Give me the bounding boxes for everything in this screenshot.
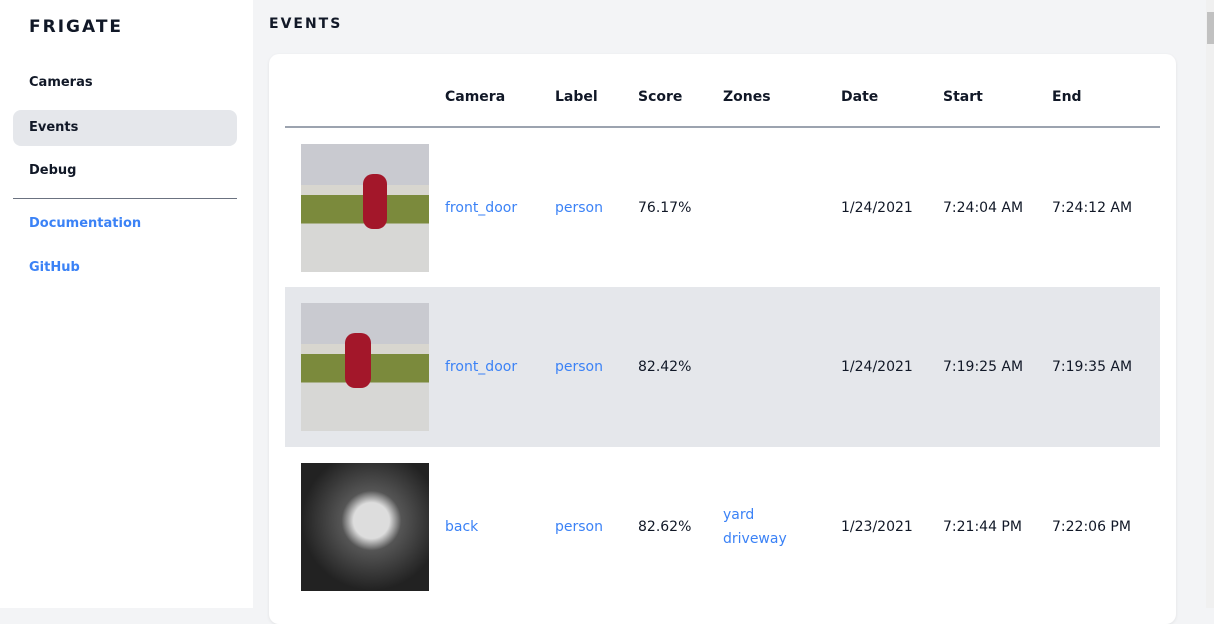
col-thumbnail (285, 54, 445, 128)
col-zones: Zones (723, 54, 841, 128)
event-thumbnail[interactable] (301, 143, 429, 272)
col-label: Label (555, 54, 638, 128)
logo: FRIGATE (29, 17, 124, 37)
zone-link[interactable]: yard (723, 507, 755, 523)
sidebar-item-cameras[interactable]: Cameras (29, 75, 93, 90)
end-time: 7:19:35 AM (1052, 287, 1160, 447)
documentation-link[interactable]: Documentation (29, 216, 142, 231)
table-row[interactable]: front_door person 82.42% 1/24/2021 7:19:… (285, 287, 1160, 447)
zones (723, 287, 841, 447)
label-link[interactable]: person (555, 519, 603, 535)
date: 1/24/2021 (841, 199, 913, 216)
date: 1/23/2021 (841, 519, 913, 535)
start-time: 7:21:44 PM (943, 519, 1022, 535)
date: 1/24/2021 (841, 287, 943, 447)
sidebar-item-events[interactable]: Events (13, 110, 237, 146)
score: 82.42% (638, 287, 723, 447)
camera-link[interactable]: front_door (445, 199, 518, 216)
page-title: EVENTS (269, 16, 343, 32)
sidebar: FRIGATE Cameras Events Debug Documentati… (0, 0, 253, 608)
events-card: Camera Label Score Zones Date Start End … (269, 54, 1176, 624)
scrollbar-thumb[interactable] (1207, 12, 1214, 44)
col-start: Start (943, 54, 1052, 128)
event-thumbnail[interactable] (301, 303, 429, 431)
score: 76.17% (638, 199, 692, 216)
zones (723, 127, 841, 287)
col-camera: Camera (445, 54, 555, 128)
event-thumbnail[interactable] (301, 463, 429, 591)
zones: yard driveway (723, 447, 841, 607)
zone-link[interactable]: driveway (723, 531, 787, 547)
sidebar-divider (13, 198, 237, 199)
col-date: Date (841, 54, 943, 128)
label-link[interactable]: person (555, 199, 603, 216)
table-row[interactable]: front_door person 76.17% 1/24/2021 7:24:… (285, 127, 1160, 287)
scrollbar[interactable] (1206, 0, 1214, 608)
events-table: Camera Label Score Zones Date Start End … (285, 54, 1160, 607)
score: 82.62% (638, 519, 692, 535)
end-time: 7:24:12 AM (1052, 199, 1133, 216)
camera-link[interactable]: back (445, 519, 479, 535)
start-time: 7:24:04 AM (943, 199, 1024, 216)
start-time: 7:19:25 AM (943, 287, 1052, 447)
col-score: Score (638, 54, 723, 128)
github-link[interactable]: GitHub (29, 260, 80, 275)
camera-link[interactable]: front_door (445, 359, 518, 375)
sidebar-item-debug[interactable]: Debug (29, 163, 77, 178)
table-row[interactable]: back person 82.62% yard driveway 1/23/202… (285, 447, 1160, 607)
label-link[interactable]: person (555, 359, 603, 375)
end-time: 7:22:06 PM (1052, 519, 1131, 535)
col-end: End (1052, 54, 1160, 128)
